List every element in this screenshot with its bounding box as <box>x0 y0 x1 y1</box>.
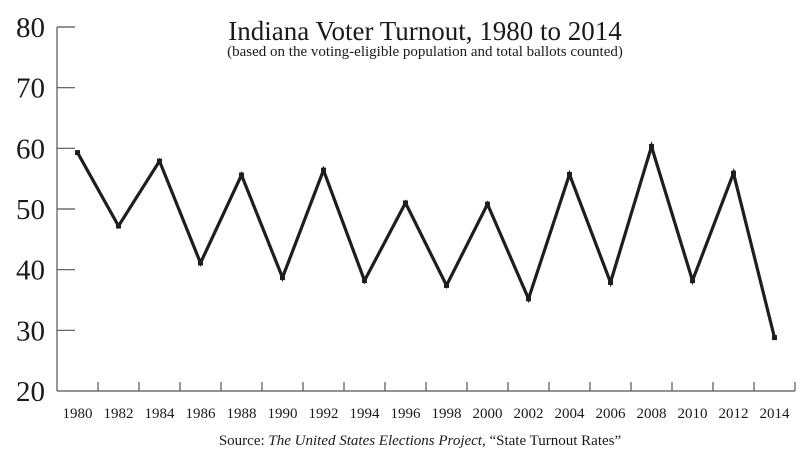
x-tick-label: 1986 <box>186 406 217 422</box>
y-tick-label: 60 <box>16 133 45 165</box>
data-point <box>485 201 490 207</box>
data-point <box>526 296 531 302</box>
data-point <box>608 279 613 285</box>
source-article: “State Turnout Rates” <box>489 433 621 449</box>
x-tick-label: 1990 <box>268 406 298 422</box>
y-tick-label: 50 <box>16 194 45 226</box>
source-separator: , <box>482 433 490 449</box>
source-note: Source: The United States Elections Proj… <box>219 433 621 449</box>
data-point <box>444 282 449 288</box>
data-point <box>567 171 572 177</box>
x-tick-label: 2012 <box>719 406 749 422</box>
data-point <box>198 260 203 266</box>
x-tick-label: 2000 <box>473 406 503 422</box>
data-point <box>280 275 285 281</box>
x-tick-label: 2004 <box>555 406 586 422</box>
y-axis: 20 30 40 50 60 70 80 <box>16 12 75 408</box>
data-point <box>690 278 695 284</box>
data-point <box>321 167 326 173</box>
y-tick-label: 70 <box>16 73 45 105</box>
x-tick-label: 1994 <box>350 406 381 422</box>
x-tick-label: 1988 <box>227 406 257 422</box>
data-point <box>157 158 162 164</box>
data-point <box>731 170 736 176</box>
x-tick-label: 1992 <box>309 406 339 422</box>
series-line <box>76 141 777 339</box>
x-tick-label: 1980 <box>63 406 93 422</box>
data-point <box>239 172 244 178</box>
x-tick-label: 2002 <box>514 406 544 422</box>
data-point <box>75 150 80 156</box>
x-tick-label: 1998 <box>432 406 462 422</box>
chart-subtitle: (based on the voting-eligible population… <box>227 44 623 60</box>
source-publication: The United States Elections Project <box>268 433 482 449</box>
x-tick-label: 2010 <box>678 406 708 422</box>
series-turnout <box>75 141 777 341</box>
data-point <box>403 200 408 206</box>
x-tick-label: 2008 <box>637 406 667 422</box>
y-tick-label: 20 <box>16 376 45 408</box>
data-point <box>649 144 654 150</box>
y-tick-label: 40 <box>16 255 45 287</box>
y-tick-label: 30 <box>16 315 45 347</box>
chart-title: Indiana Voter Turnout, 1980 to 2014 <box>228 16 622 46</box>
x-tick-label: 1982 <box>104 406 134 422</box>
source-prefix: Source: <box>219 433 269 449</box>
data-point <box>362 278 367 284</box>
x-axis: 1980 1982 1984 1986 1988 1990 1992 1994 1996 1998… <box>57 382 796 422</box>
data-point <box>116 223 121 229</box>
x-tick-label: 1984 <box>145 406 176 422</box>
y-tick-label: 80 <box>16 12 45 44</box>
x-tick-label: 1996 <box>391 406 422 422</box>
data-point <box>772 335 777 341</box>
x-tick-label: 2006 <box>596 406 627 422</box>
x-tick-label: 2014 <box>760 406 791 422</box>
